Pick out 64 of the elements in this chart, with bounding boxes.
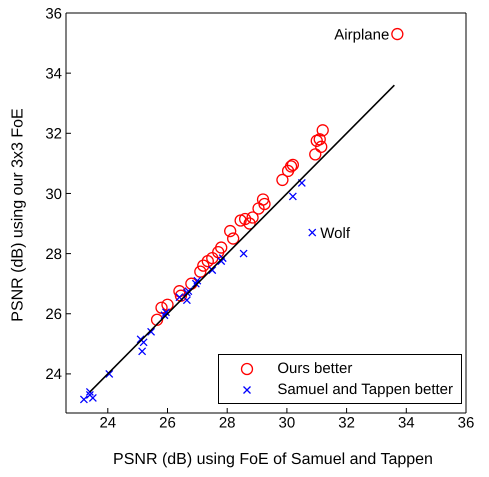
point (256, 193, 270, 206)
point (139, 338, 148, 346)
point (227, 232, 240, 245)
x-tick-label: 30 (278, 414, 296, 432)
legend-label: Ours better (277, 360, 352, 377)
point (315, 140, 328, 153)
point (288, 192, 298, 201)
y-tick-label: 34 (45, 65, 62, 82)
point (243, 217, 256, 230)
point (138, 347, 146, 356)
y-tick-label: 32 (45, 126, 62, 143)
x-axis-title: PSNR (dB) using FoE of Samuel and Tappen (112, 451, 434, 469)
point (308, 228, 316, 237)
point (298, 178, 306, 188)
point (310, 134, 323, 147)
point (173, 285, 186, 298)
point (206, 252, 218, 264)
point (86, 390, 94, 400)
point (238, 212, 252, 226)
point (192, 280, 200, 288)
point (212, 246, 224, 258)
y-tick-label: 36 (45, 5, 62, 22)
y-tick-label: 28 (45, 246, 62, 263)
point (197, 259, 210, 272)
point (276, 174, 289, 186)
y-tick-label: 30 (45, 186, 62, 203)
point (155, 302, 168, 314)
point (150, 314, 164, 326)
point (252, 202, 265, 215)
x-tick-label: 24 (99, 414, 116, 432)
point (239, 249, 248, 258)
x-tick-label: 26 (159, 414, 176, 432)
point (174, 290, 188, 302)
point (194, 265, 206, 278)
point (314, 133, 326, 146)
x-tick-label: 34 (398, 414, 415, 432)
point (246, 211, 259, 224)
y-tick-label: 26 (45, 306, 62, 324)
annotation: Airplane (334, 26, 390, 44)
x-tick-label: 32 (338, 414, 355, 432)
point (391, 28, 404, 40)
y-tick-label: 24 (45, 366, 62, 384)
point (282, 164, 294, 178)
point (202, 254, 214, 268)
point (224, 224, 236, 238)
point (309, 148, 322, 161)
point (193, 276, 202, 285)
point (161, 298, 174, 311)
point (234, 214, 247, 227)
point (258, 198, 271, 210)
point (208, 266, 216, 274)
point (146, 328, 156, 336)
point (215, 241, 228, 254)
x-tick-label: 28 (218, 414, 236, 432)
point (136, 335, 145, 344)
x-tick-label: 36 (458, 414, 474, 432)
point (185, 278, 198, 290)
point (160, 311, 169, 320)
y-axis-title: PSNR (dB) using our 3x3 FoE (10, 108, 28, 322)
point (217, 256, 226, 266)
legend-label: Samuel and Tappen better (277, 381, 453, 398)
annotation: Wolf (320, 224, 351, 242)
point (105, 370, 114, 378)
point (316, 124, 329, 136)
